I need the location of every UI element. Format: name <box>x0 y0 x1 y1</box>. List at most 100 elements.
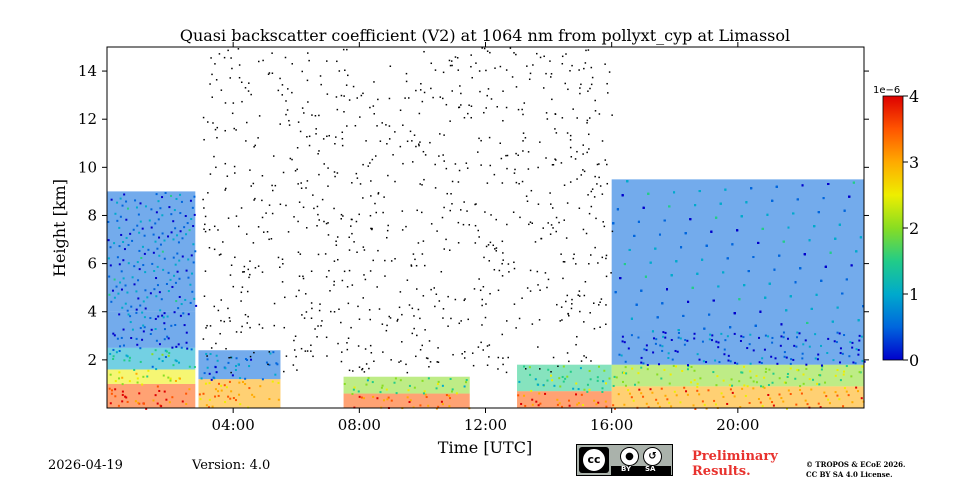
noise-point <box>279 203 282 206</box>
heatmap-speck <box>640 366 643 369</box>
heatmap-speck <box>531 403 534 406</box>
heatmap-speck <box>749 370 752 373</box>
heatmap-speck <box>174 379 177 382</box>
noise-point <box>303 317 306 319</box>
heatmap-speck <box>789 362 792 365</box>
heatmap-speck <box>786 375 789 378</box>
heatmap-speck <box>199 398 202 401</box>
heatmap-speck <box>845 365 848 368</box>
heatmap-speck <box>131 276 134 279</box>
noise-point <box>341 351 343 353</box>
noise-point <box>505 154 507 157</box>
noise-point <box>591 188 594 190</box>
noise-point <box>247 315 249 318</box>
heatmap-speck <box>820 368 823 371</box>
heatmap-speck <box>120 336 123 339</box>
noise-point <box>460 320 462 322</box>
noise-point <box>502 259 504 261</box>
heatmap-speck <box>174 359 177 362</box>
heatmap-speck <box>860 335 863 338</box>
cc-license-badge[interactable]: cc ● ↺ BY SA <box>576 444 673 476</box>
noise-point <box>398 361 400 363</box>
heatmap-speck <box>818 383 821 386</box>
heatmap-speck <box>155 277 158 280</box>
noise-point <box>286 109 289 111</box>
noise-point <box>468 104 470 106</box>
heatmap-region-4 <box>107 191 198 314</box>
heatmap-speck <box>785 356 788 359</box>
noise-point <box>415 89 417 92</box>
noise-point <box>550 203 552 205</box>
heatmap-speck <box>169 379 172 382</box>
heatmap-speck <box>553 384 556 387</box>
noise-point <box>351 284 354 286</box>
noise-point <box>574 158 577 160</box>
heatmap-speck <box>179 230 182 233</box>
noise-point <box>578 69 580 71</box>
heatmap-speck <box>677 329 680 332</box>
heatmap-speck <box>632 399 635 402</box>
heatmap-speck <box>855 386 858 389</box>
noise-point <box>223 56 226 59</box>
heatmap-speck <box>179 193 182 196</box>
noise-point <box>341 131 344 134</box>
heatmap-speck <box>759 401 762 404</box>
noise-point <box>475 203 477 205</box>
noise-point <box>267 73 270 76</box>
noise-point <box>297 220 299 223</box>
heatmap-speck <box>123 193 126 196</box>
noise-point <box>316 225 318 227</box>
heatmap-speck <box>151 353 154 356</box>
heatmap-speck <box>839 352 842 355</box>
noise-point <box>209 83 211 85</box>
heatmap-speck <box>656 373 659 376</box>
noise-point <box>318 114 320 117</box>
noise-point <box>250 185 252 187</box>
heatmap-speck <box>544 392 547 395</box>
noise-point <box>601 256 604 259</box>
heatmap-speck <box>772 404 775 407</box>
heatmap-speck <box>158 254 161 257</box>
heatmap-speck <box>179 314 182 317</box>
noise-point <box>365 140 367 142</box>
heatmap-speck <box>235 357 238 360</box>
noise-point <box>449 209 452 212</box>
noise-point <box>288 124 291 126</box>
noise-point <box>590 66 593 69</box>
noise-point <box>412 253 415 255</box>
heatmap-speck <box>625 372 628 375</box>
noise-point <box>415 145 417 148</box>
heatmap-speck <box>826 351 829 354</box>
noise-point <box>478 236 480 238</box>
heatmap-speck <box>135 308 138 311</box>
heatmap-speck <box>188 229 191 232</box>
noise-point <box>549 60 551 62</box>
by-person-icon: ● <box>620 447 639 466</box>
noise-point <box>258 323 261 326</box>
noise-point <box>205 327 207 329</box>
heatmap-speck <box>847 394 850 397</box>
heatmap-speck <box>518 380 521 383</box>
heatmap-speck <box>124 284 127 287</box>
heatmap-speck <box>859 236 862 239</box>
noise-point <box>335 240 337 243</box>
noise-point <box>285 355 288 357</box>
heatmap-speck <box>118 371 121 374</box>
heatmap-speck <box>612 404 615 407</box>
heatmap-speck <box>147 369 150 372</box>
noise-point <box>333 260 336 262</box>
heatmap-speck <box>109 352 112 355</box>
noise-point <box>457 181 460 183</box>
noise-point <box>593 327 596 330</box>
noise-point <box>377 193 380 195</box>
heatmap-speck <box>624 360 627 363</box>
noise-point <box>549 233 552 235</box>
heatmap-speck <box>171 396 174 399</box>
noise-point <box>383 196 385 198</box>
noise-point <box>340 94 343 97</box>
noise-point <box>493 268 496 271</box>
noise-point <box>424 264 426 267</box>
noise-point <box>587 49 590 51</box>
noise-point <box>458 322 461 325</box>
heatmap-speck <box>804 339 807 342</box>
